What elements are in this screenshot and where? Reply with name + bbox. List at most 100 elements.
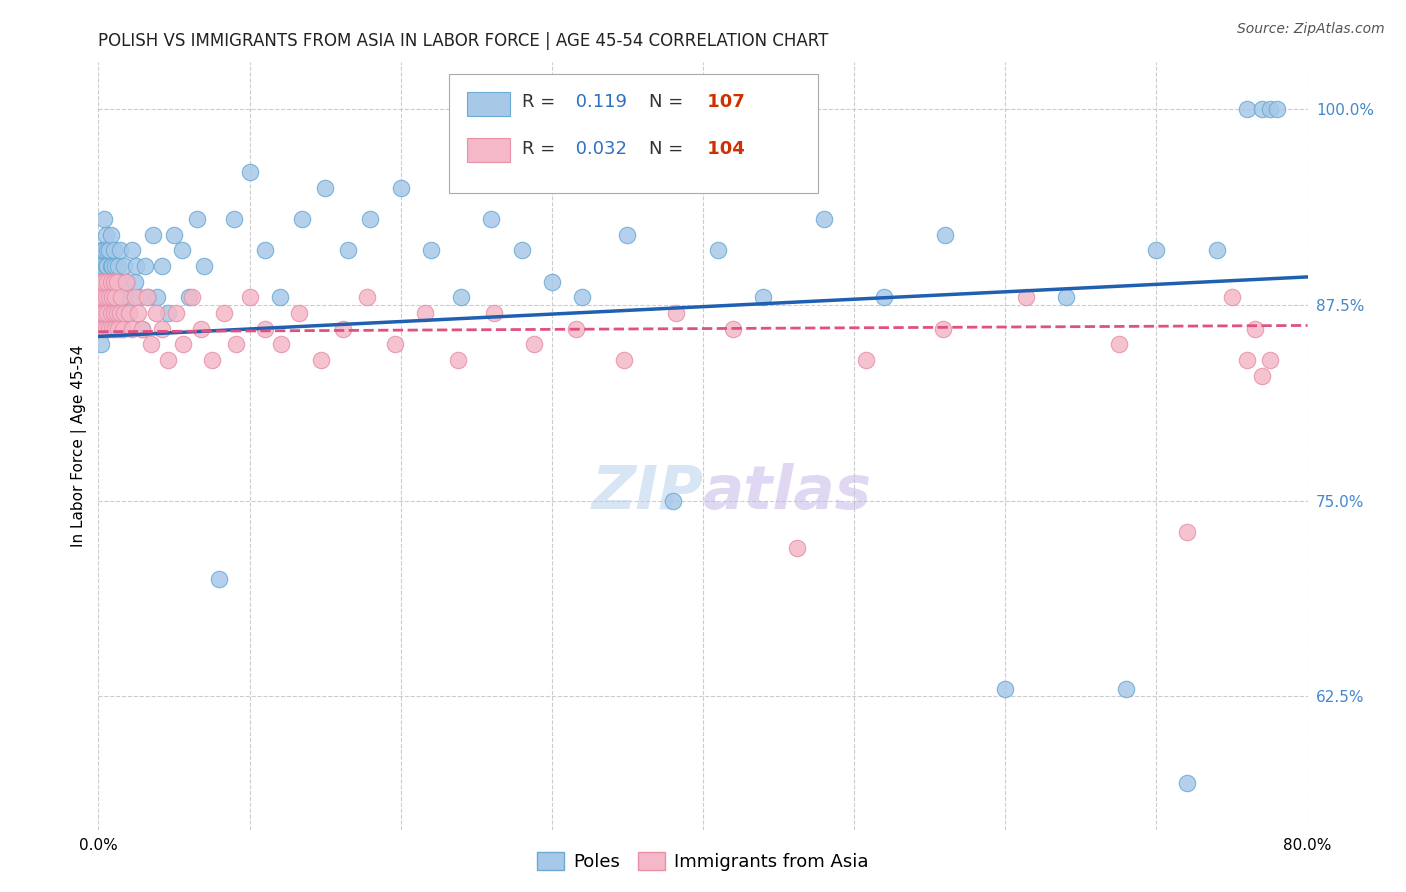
Point	[707, 244, 730, 258]
Point	[111, 306, 134, 320]
Text: POLISH VS IMMIGRANTS FROM ASIA IN LABOR FORCE | AGE 45-54 CORRELATION CHART: POLISH VS IMMIGRANTS FROM ASIA IN LABOR …	[98, 32, 828, 50]
Point	[93, 306, 115, 320]
Point	[1220, 290, 1243, 304]
Point	[105, 306, 128, 320]
Point	[212, 306, 235, 320]
Text: N =: N =	[648, 140, 683, 158]
Point	[1108, 337, 1130, 351]
Point	[873, 290, 896, 304]
Point	[450, 290, 472, 304]
Point	[613, 352, 636, 367]
Point	[135, 290, 157, 304]
Point	[112, 306, 135, 320]
Point	[107, 290, 129, 304]
Point	[100, 290, 122, 304]
Point	[107, 259, 129, 273]
Point	[103, 306, 125, 320]
Point	[1258, 103, 1281, 117]
Point	[571, 290, 593, 304]
Point	[90, 244, 112, 258]
Point	[225, 337, 247, 351]
Y-axis label: In Labor Force | Age 45-54: In Labor Force | Age 45-54	[72, 345, 87, 547]
Point	[96, 259, 118, 273]
Point	[100, 306, 122, 320]
Point	[101, 321, 124, 335]
Point	[94, 321, 117, 335]
Point	[89, 306, 111, 320]
Point	[150, 259, 173, 273]
Point	[156, 306, 179, 320]
Point	[1236, 103, 1258, 117]
Text: N =: N =	[648, 94, 683, 112]
Point	[314, 180, 336, 194]
Point	[96, 275, 118, 289]
Text: 0.119: 0.119	[569, 94, 627, 112]
Point	[96, 321, 118, 335]
Point	[91, 259, 114, 273]
Point	[142, 227, 165, 242]
Point	[723, 321, 745, 335]
Point	[89, 275, 111, 289]
Point	[181, 290, 204, 304]
Point	[91, 321, 114, 335]
Point	[291, 212, 314, 227]
Point	[270, 337, 292, 351]
Point	[94, 290, 117, 304]
Text: R =: R =	[522, 94, 555, 112]
Point	[145, 306, 167, 320]
Text: ZIP: ZIP	[591, 463, 703, 522]
Point	[118, 306, 141, 320]
Point	[91, 290, 114, 304]
Point	[201, 352, 224, 367]
Point	[1251, 368, 1274, 383]
Point	[384, 337, 406, 351]
Point	[1206, 244, 1229, 258]
Point	[239, 290, 262, 304]
Point	[1251, 103, 1274, 117]
Point	[104, 290, 127, 304]
Point	[96, 306, 118, 320]
Text: 104: 104	[700, 140, 744, 158]
Point	[661, 493, 683, 508]
Point	[103, 275, 125, 289]
Point	[1054, 290, 1077, 304]
Point	[360, 212, 382, 227]
Point	[103, 244, 125, 258]
Point	[96, 290, 118, 304]
Point	[118, 306, 141, 320]
Text: R =: R =	[522, 140, 555, 158]
Point	[111, 321, 134, 335]
Point	[105, 306, 128, 320]
Point	[110, 290, 132, 304]
Point	[141, 337, 163, 351]
Point	[253, 321, 276, 335]
Point	[89, 290, 111, 304]
Point	[127, 306, 149, 320]
Text: 0.032: 0.032	[569, 140, 627, 158]
Point	[94, 227, 117, 242]
Point	[752, 290, 775, 304]
Point	[105, 275, 128, 289]
Point	[101, 259, 124, 273]
Point	[481, 212, 503, 227]
Point	[98, 244, 121, 258]
Point	[136, 290, 159, 304]
Point	[855, 352, 877, 367]
Point	[1236, 352, 1258, 367]
Point	[98, 306, 121, 320]
Point	[108, 306, 131, 320]
Point	[932, 321, 955, 335]
Point	[224, 212, 246, 227]
Point	[616, 227, 638, 242]
Point	[93, 275, 115, 289]
Point	[121, 321, 143, 335]
Point	[121, 244, 143, 258]
Point	[134, 259, 156, 273]
Point	[540, 275, 562, 289]
Point	[105, 275, 128, 289]
Point	[186, 212, 208, 227]
Point	[103, 306, 125, 320]
Point	[1115, 681, 1137, 696]
Point	[253, 244, 276, 258]
Point	[125, 259, 148, 273]
